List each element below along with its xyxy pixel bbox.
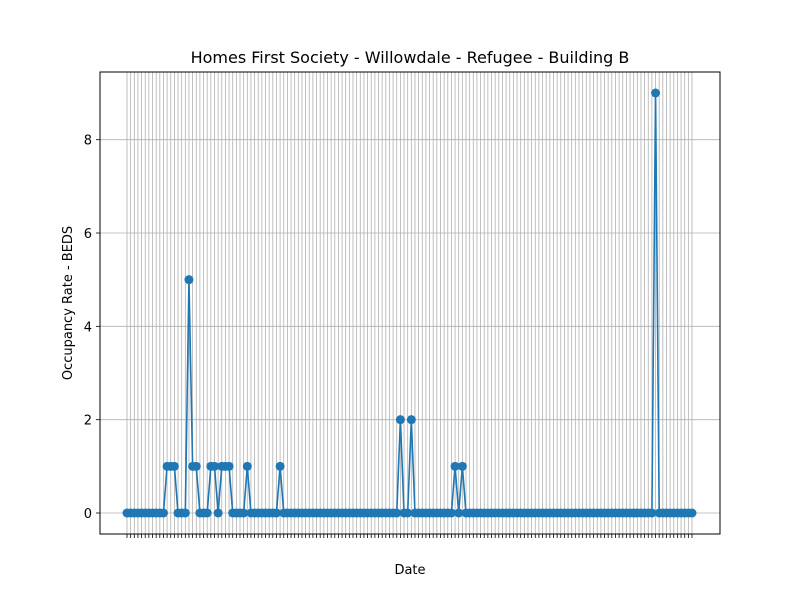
data-point	[202, 508, 212, 518]
data-point	[239, 508, 249, 518]
data-point	[271, 508, 281, 518]
data-point	[647, 508, 657, 518]
data-point	[446, 508, 456, 518]
data-point	[651, 88, 661, 98]
y-tick-label: 8	[84, 134, 92, 149]
y-tick-label: 2	[84, 414, 92, 429]
x-gridlines	[126, 72, 693, 534]
series-line	[127, 92, 692, 514]
data-point	[450, 461, 460, 471]
data-point	[209, 461, 219, 471]
y-axis-label: Occupancy Rate - BEDS	[61, 226, 76, 380]
data-point	[242, 461, 252, 471]
x-axis-label: Date	[394, 563, 425, 578]
data-point	[169, 461, 179, 471]
series-line-path	[127, 92, 692, 514]
data-point	[184, 275, 194, 285]
data-point	[224, 461, 234, 471]
data-point	[687, 508, 697, 518]
data-point	[454, 508, 464, 518]
chart-title: Homes First Society - Willowdale - Refug…	[191, 48, 630, 67]
data-point	[392, 508, 402, 518]
data-point	[457, 461, 467, 471]
y-tick-label: 6	[84, 227, 92, 242]
data-point	[180, 508, 190, 518]
data-point	[191, 461, 201, 471]
data-point	[158, 508, 168, 518]
y-ticks: 0 2 4 6 8	[84, 134, 100, 522]
x-ticks	[126, 534, 693, 538]
series-points	[122, 88, 697, 518]
y-tick-label: 4	[84, 320, 92, 335]
y-tick-label: 0	[84, 507, 92, 522]
plot-frame	[99, 71, 721, 535]
data-point	[213, 508, 223, 518]
data-point	[406, 415, 416, 425]
data-point	[275, 461, 285, 471]
data-point	[395, 415, 405, 425]
data-point	[403, 508, 413, 518]
